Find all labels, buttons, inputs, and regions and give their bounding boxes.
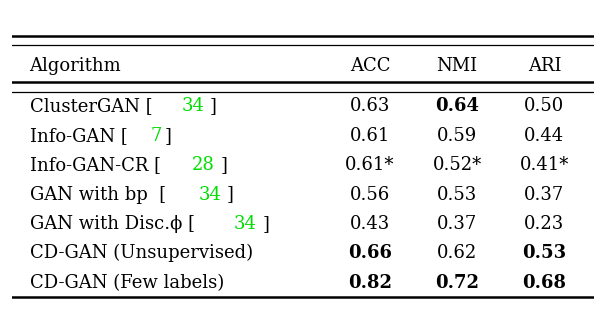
Text: 0.41*: 0.41* — [520, 156, 569, 174]
Text: 0.37: 0.37 — [437, 215, 478, 233]
Text: 34: 34 — [234, 215, 257, 233]
Text: GAN with bp  [: GAN with bp [ — [30, 185, 165, 204]
Text: CD-GAN (Unsupervised): CD-GAN (Unsupervised) — [30, 244, 253, 262]
Text: ]: ] — [165, 127, 171, 145]
Text: 0.72: 0.72 — [435, 274, 479, 292]
Text: 0.63: 0.63 — [350, 97, 390, 115]
Text: 28: 28 — [192, 156, 215, 174]
Text: Algorithm: Algorithm — [30, 57, 121, 75]
Text: 0.61: 0.61 — [350, 127, 390, 145]
Text: NMI: NMI — [436, 57, 478, 75]
Text: 0.64: 0.64 — [435, 97, 479, 115]
Text: ACC: ACC — [350, 57, 390, 75]
Text: 0.61*: 0.61* — [345, 156, 395, 174]
Text: ]: ] — [227, 185, 233, 204]
Text: 0.53: 0.53 — [522, 244, 567, 262]
Text: 0.23: 0.23 — [524, 215, 565, 233]
Text: 0.62: 0.62 — [437, 244, 478, 262]
Text: Info-GAN [: Info-GAN [ — [30, 127, 127, 145]
Text: 0.43: 0.43 — [350, 215, 390, 233]
Text: 0.44: 0.44 — [524, 127, 565, 145]
Text: 0.52*: 0.52* — [433, 156, 482, 174]
Text: 0.68: 0.68 — [522, 274, 567, 292]
Text: 34: 34 — [181, 97, 204, 115]
Text: GAN with Disc.ϕ [: GAN with Disc.ϕ [ — [30, 215, 195, 233]
Text: 0.50: 0.50 — [524, 97, 565, 115]
Text: CD-GAN (Few labels): CD-GAN (Few labels) — [30, 274, 224, 292]
Text: ClusterGAN [: ClusterGAN [ — [30, 97, 152, 115]
Text: 0.37: 0.37 — [524, 185, 565, 204]
Text: 0.53: 0.53 — [437, 185, 478, 204]
Text: ]: ] — [262, 215, 269, 233]
Text: ARI: ARI — [528, 57, 561, 75]
Text: 34: 34 — [198, 185, 221, 204]
Text: 0.56: 0.56 — [350, 185, 390, 204]
Text: ]: ] — [210, 97, 217, 115]
Text: 7: 7 — [151, 127, 162, 145]
Text: ]: ] — [220, 156, 227, 174]
Text: 0.66: 0.66 — [348, 244, 392, 262]
Text: 0.82: 0.82 — [348, 274, 392, 292]
Text: Info-GAN-CR [: Info-GAN-CR [ — [30, 156, 161, 174]
Text: 0.59: 0.59 — [437, 127, 478, 145]
